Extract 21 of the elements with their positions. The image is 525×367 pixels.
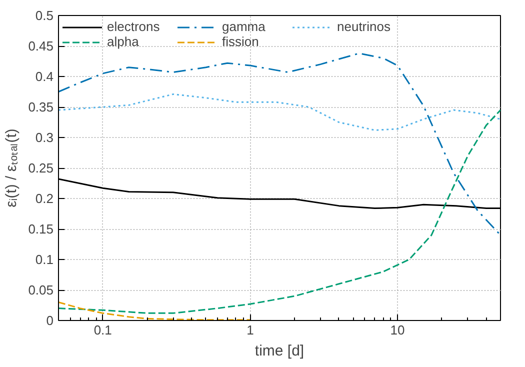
y-tick-label: 0.45 bbox=[28, 38, 54, 54]
y-tick-label: 0.3 bbox=[35, 130, 54, 145]
legend-label: gamma bbox=[222, 19, 266, 34]
legend-label: alpha bbox=[107, 34, 140, 49]
y-tick-label: 0.35 bbox=[28, 100, 54, 114]
x-axis-title: time [d] bbox=[254, 342, 304, 360]
y-tick-label: 0.2 bbox=[35, 191, 54, 206]
y-tick-label: 0.1 bbox=[35, 252, 54, 267]
y-tick-label: 0.4 bbox=[35, 69, 54, 84]
x-tick-label: 1 bbox=[246, 322, 254, 338]
x-tick-label: 10 bbox=[390, 322, 405, 338]
legend-label: fission bbox=[222, 34, 260, 49]
legend-label: electrons bbox=[107, 19, 161, 34]
y-tick-label: 0.5 bbox=[35, 8, 54, 23]
legend-label: neutrinos bbox=[337, 19, 392, 34]
y-tick-label: 0.05 bbox=[28, 282, 54, 298]
y-tick-label: 0 bbox=[46, 313, 54, 328]
x-tick-label: 0.1 bbox=[94, 322, 112, 338]
y-tick-label: 0.25 bbox=[28, 160, 54, 176]
y-axis-title: εᵢ(t) / εₜₒₜₐₗ(t) bbox=[3, 128, 20, 208]
y-tick-label: 0.15 bbox=[28, 222, 54, 236]
